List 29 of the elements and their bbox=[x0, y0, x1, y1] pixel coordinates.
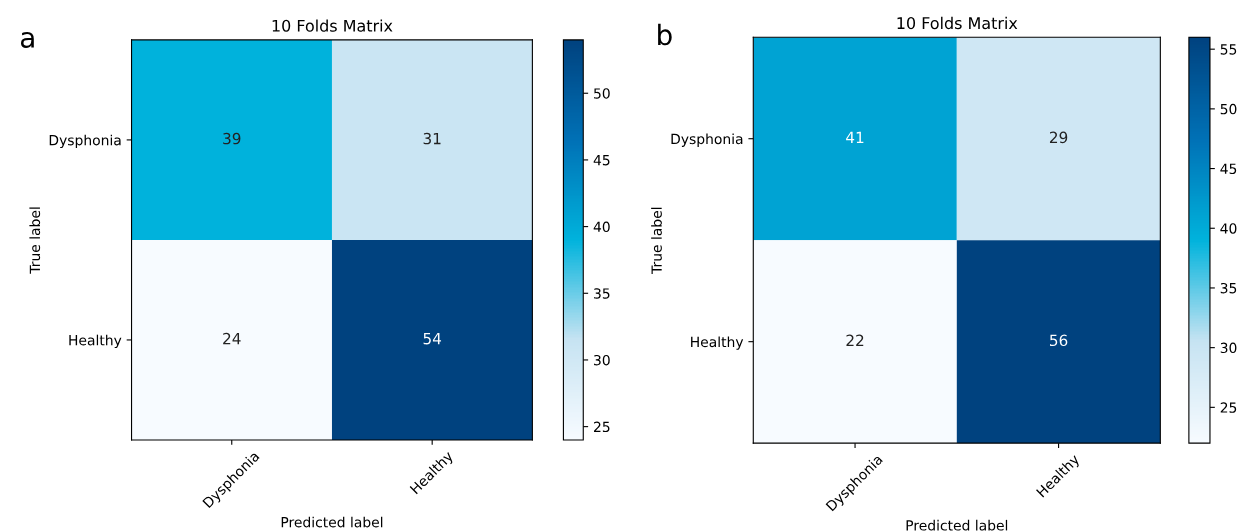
x-axis-title: Predicted label bbox=[281, 516, 383, 528]
color-bar-label: 25 bbox=[1220, 402, 1237, 413]
y-axis-title: True label bbox=[29, 207, 41, 274]
data-label: 41 bbox=[846, 131, 864, 143]
color-bar-label: 50 bbox=[1220, 103, 1237, 115]
color-bar-label: 40 bbox=[1220, 223, 1237, 234]
data-label: 29 bbox=[1049, 131, 1068, 144]
x-axis-title: Predicted label bbox=[906, 519, 1008, 531]
chart-title: 10 Folds Matrix bbox=[272, 19, 393, 32]
data-label: 54 bbox=[423, 333, 442, 345]
color-bar-label: 35 bbox=[594, 288, 610, 299]
color-bar-label: 45 bbox=[593, 155, 610, 166]
color-bar-label: 40 bbox=[593, 221, 610, 233]
data-label: 39 bbox=[223, 132, 241, 145]
color-bar-label: 35 bbox=[1220, 282, 1237, 294]
color-bar-label: 50 bbox=[594, 88, 610, 99]
data-label: 56 bbox=[1050, 334, 1068, 347]
color-bar-label: 30 bbox=[1220, 342, 1237, 354]
data-label: 31 bbox=[423, 132, 441, 145]
color-bar-label: 25 bbox=[594, 421, 610, 433]
data-label: 24 bbox=[223, 332, 241, 345]
text: b bbox=[658, 23, 672, 46]
text: a bbox=[20, 32, 34, 48]
y-axis-title: True label bbox=[651, 207, 662, 274]
chart-title: 10 Folds Matrix bbox=[897, 16, 1018, 30]
color-bar-label: 30 bbox=[594, 354, 610, 366]
data-label: 22 bbox=[846, 334, 864, 346]
color-bar-label: 55 bbox=[1220, 44, 1237, 55]
color-bar-label: 45 bbox=[1220, 163, 1237, 175]
